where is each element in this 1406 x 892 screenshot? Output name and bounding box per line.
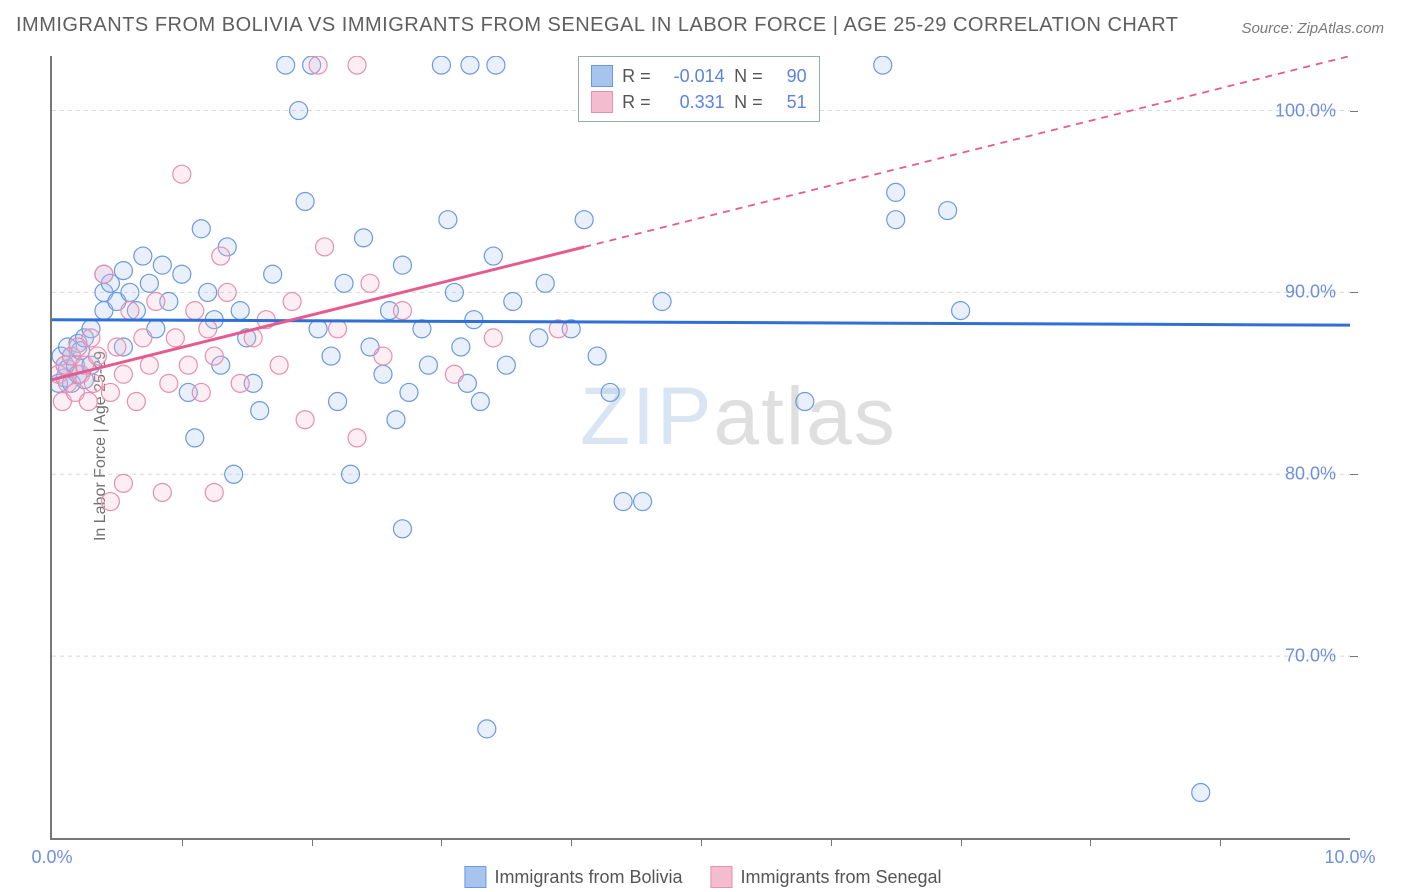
stat-r-value: 0.331	[659, 92, 725, 113]
legend-label: Immigrants from Senegal	[740, 867, 941, 888]
x-tick-label: 0.0%	[31, 847, 72, 868]
legend-label: Immigrants from Bolivia	[494, 867, 682, 888]
series-swatch-icon	[591, 91, 613, 113]
plot-svg	[52, 56, 1350, 838]
bottom-legend: Immigrants from Bolivia Immigrants from S…	[464, 866, 941, 888]
x-tick-label: 10.0%	[1324, 847, 1375, 868]
stat-n-value: 90	[771, 66, 807, 87]
legend-swatch-icon	[464, 866, 486, 888]
series-swatch-icon	[591, 65, 613, 87]
y-tick-label: 90.0%	[1285, 282, 1336, 303]
plot-area: ZIPatlas R =-0.014N =90R =0.331N =51 70.…	[50, 56, 1350, 840]
legend-item: Immigrants from Bolivia	[464, 866, 682, 888]
y-tick-label: 80.0%	[1285, 464, 1336, 485]
legend-swatch-icon	[710, 866, 732, 888]
source-attribution: Source: ZipAtlas.com	[1241, 20, 1384, 37]
legend-stats-box: R =-0.014N =90R =0.331N =51	[578, 56, 820, 122]
stat-r-value: -0.014	[659, 66, 725, 87]
legend-stats-row: R =-0.014N =90	[591, 63, 807, 89]
legend-stats-row: R =0.331N =51	[591, 89, 807, 115]
y-tick-label: 100.0%	[1275, 100, 1336, 121]
chart-title: IMMIGRANTS FROM BOLIVIA VS IMMIGRANTS FR…	[16, 14, 1179, 37]
chart-container: IMMIGRANTS FROM BOLIVIA VS IMMIGRANTS FR…	[0, 0, 1406, 892]
legend-item: Immigrants from Senegal	[710, 866, 941, 888]
y-tick-label: 70.0%	[1285, 646, 1336, 667]
stat-n-value: 51	[771, 92, 807, 113]
